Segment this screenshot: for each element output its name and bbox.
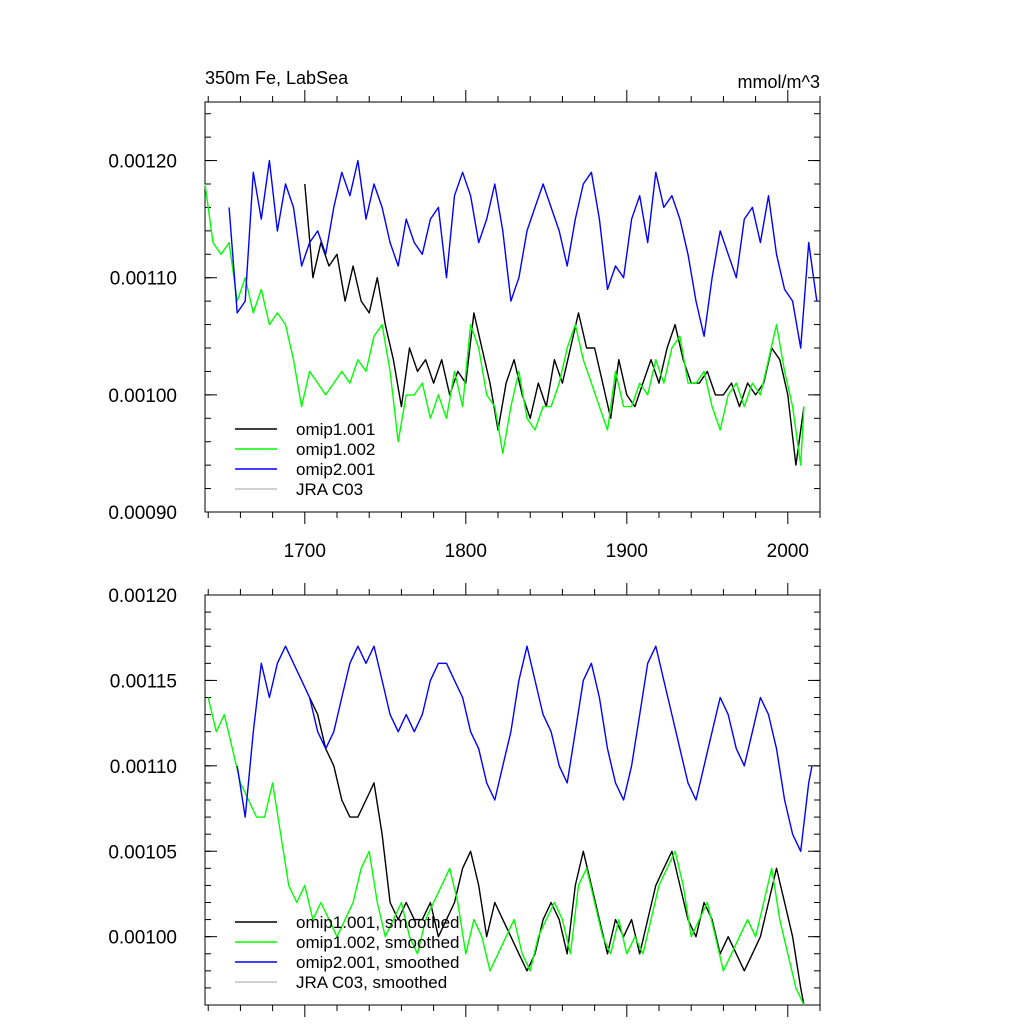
bottom-legend-label: omip2.001, smoothed <box>296 953 460 972</box>
bottom-series-layer <box>207 645 813 1006</box>
bottom-axis-ticks: 0.00100 0.00105 0.00110 0.00115 0.00120 <box>108 583 821 1017</box>
bottom-ytick-label: 0.00120 <box>108 586 177 607</box>
top-ytick-label: 0.00100 <box>108 386 177 407</box>
bottom-legend-label: omip1.001, smoothed <box>296 913 460 932</box>
bottom-series-line-3 <box>236 645 813 852</box>
top-legend-label: omip1.001 <box>296 420 375 439</box>
top-panel: 350m Fe, LabSea mmol/m^3 0.000900.001000… <box>108 68 821 562</box>
top-legend-label: omip1.002 <box>296 440 375 459</box>
top-series-line-2 <box>204 183 805 466</box>
bottom-ytick-label: 0.00105 <box>108 842 177 863</box>
top-series-layer <box>204 159 818 466</box>
top-xtick-label: 1800 <box>445 541 487 562</box>
top-legend-label: JRA C03 <box>296 480 363 499</box>
bottom-legend-label: JRA C03, smoothed <box>296 973 447 992</box>
top-xtick-label: 1700 <box>284 541 326 562</box>
top-ytick-label: 0.00110 <box>110 269 177 290</box>
top-legend-label: omip2.001 <box>296 460 375 479</box>
bottom-series-line-1 <box>308 697 805 1006</box>
top-series-line-1 <box>304 183 805 466</box>
top-plot-frame <box>204 101 821 513</box>
bottom-panel: 0.00100 0.00105 0.00110 0.00115 0.00120 omip… <box>108 583 821 1017</box>
bottom-legend-label: omip1.002, smoothed <box>296 933 460 952</box>
top-axis-ticks: 0.00090 0.00100 0.00110 0.00120 1700 1800 1900… <box>108 90 821 562</box>
top-chart-units: mmol/m^3 <box>738 72 820 92</box>
top-xtick-label: 1900 <box>606 541 648 562</box>
bottom-ytick-label: 0.00110 <box>110 757 177 778</box>
bottom-ytick-label: 0.00100 <box>108 928 177 949</box>
top-ytick-label: 0.00090 <box>108 503 177 524</box>
bottom-ytick-label: 0.00115 <box>110 671 177 692</box>
top-chart-title: 350m Fe, LabSea <box>205 68 349 88</box>
bottom-series-line-2 <box>207 697 805 1006</box>
top-series-line-3 <box>228 159 818 349</box>
top-xtick-label: 2000 <box>767 541 809 562</box>
top-ytick-label: 0.00120 <box>108 152 177 173</box>
